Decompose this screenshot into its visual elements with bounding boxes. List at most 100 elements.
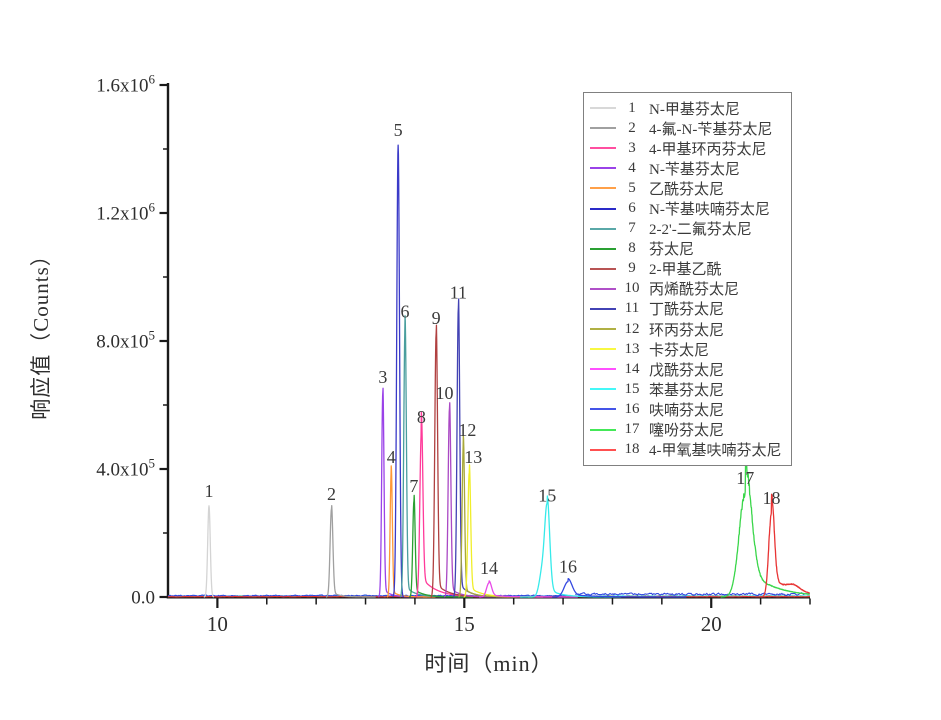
legend-swatch xyxy=(590,207,616,210)
trace-13 xyxy=(463,464,544,598)
legend-swatch xyxy=(590,328,616,331)
peak-label-18: 18 xyxy=(762,488,780,508)
legend-item-label: 4-甲氧基呋喃芬太尼 xyxy=(649,443,782,460)
peak-label-1: 1 xyxy=(204,481,213,501)
legend-swatch xyxy=(590,307,616,310)
trace-4 xyxy=(386,465,436,598)
trace-10 xyxy=(443,402,510,598)
y-tick-label: 1.6x106 xyxy=(96,72,155,97)
legend-item-number: 3 xyxy=(628,139,636,156)
peak-label-15: 15 xyxy=(538,486,556,506)
legend-item: 3 4-甲基环丙芬太尼 xyxy=(590,138,782,158)
legend-swatch xyxy=(590,388,616,391)
peak-label-17: 17 xyxy=(736,468,754,488)
peak-label-13: 13 xyxy=(464,447,482,467)
legend-item: 2 4-氟-N-苄基芬太尼 xyxy=(590,118,782,138)
legend-item: 17 噻吩芬太尼 xyxy=(590,420,782,440)
legend-item: 1 N-甲基芬太尼 xyxy=(590,98,782,118)
legend-item-label: 乙酰芬太尼 xyxy=(649,181,725,198)
x-axis-ticks: 10 15 20 xyxy=(207,598,811,636)
legend-item-label: N-甲基芬太尼 xyxy=(649,101,740,118)
x-tick-label: 10 xyxy=(207,612,228,636)
legend-swatch xyxy=(590,167,616,170)
legend-item-label: 4-氟-N-苄基芬太尼 xyxy=(649,121,773,138)
legend-item-number: 8 xyxy=(628,240,636,257)
legend-item-label: 戊酰芬太尼 xyxy=(649,362,725,379)
trace-18 xyxy=(760,493,811,598)
legend-item-number: 10 xyxy=(624,280,640,297)
peak-label-6: 6 xyxy=(401,302,410,322)
trace-17 xyxy=(720,460,811,598)
peak-label-9: 9 xyxy=(432,308,441,328)
trace-16 xyxy=(551,577,687,598)
legend-swatch xyxy=(590,227,616,230)
legend-swatch xyxy=(590,448,616,451)
legend-item-label: 噻吩芬太尼 xyxy=(649,423,725,440)
legend-item: 11 丁酰芬太尼 xyxy=(590,299,782,319)
trace-7 xyxy=(408,494,474,598)
legend-item-number: 15 xyxy=(624,380,640,397)
peak-label-14: 14 xyxy=(480,558,498,578)
peak-label-5: 5 xyxy=(394,120,403,140)
trace-6 xyxy=(399,315,465,598)
legend-item-label: 呋喃芬太尼 xyxy=(649,402,725,419)
legend-item-label: 4-甲基环丙芬太尼 xyxy=(649,141,767,158)
legend-item-number: 13 xyxy=(624,340,640,357)
legend-item-label: N-苄基芬太尼 xyxy=(649,161,740,178)
legend-swatch xyxy=(590,187,616,190)
legend-item: 9 2-甲基乙酰 xyxy=(590,259,782,279)
trace-1 xyxy=(203,505,215,598)
peak-traces xyxy=(203,144,811,598)
peak-label-2: 2 xyxy=(327,484,336,504)
y-axis-ticks: 0.0 4.0x105 8.0x105 1.2x106 1.6x106 xyxy=(96,72,168,609)
legend-swatch xyxy=(590,127,616,130)
legend-item: 12 环丙芬太尼 xyxy=(590,319,782,339)
peak-label-16: 16 xyxy=(559,557,577,577)
legend-item: 14 戊酰芬太尼 xyxy=(590,359,782,379)
legend-swatch xyxy=(590,428,616,431)
legend-swatch xyxy=(590,287,616,290)
legend-item-label: 苯基芬太尼 xyxy=(649,382,725,399)
peak-label-4: 4 xyxy=(387,447,396,467)
legend-item-number: 9 xyxy=(628,260,636,277)
peak-label-7: 7 xyxy=(409,476,418,496)
legend-item: 8 芬太尼 xyxy=(590,239,782,259)
y-tick-label: 0.0 xyxy=(131,588,155,609)
legend-item-number: 12 xyxy=(624,320,640,337)
y-tick-label: 4.0x105 xyxy=(96,456,155,481)
legend-swatch xyxy=(590,408,616,411)
legend-item-number: 7 xyxy=(628,220,636,237)
peak-label-8: 8 xyxy=(417,407,426,427)
peak-label-10: 10 xyxy=(435,383,453,403)
legend-item-label: 芬太尼 xyxy=(649,242,695,259)
legend-item-number: 2 xyxy=(628,119,636,136)
legend-item: 6 N-苄基呋喃芬太尼 xyxy=(590,198,782,218)
y-tick-label: 8.0x105 xyxy=(96,328,155,353)
legend-swatch xyxy=(590,147,616,150)
legend-item-number: 6 xyxy=(628,200,636,217)
legend-item-number: 4 xyxy=(628,159,636,176)
x-tick-label: 20 xyxy=(701,612,722,636)
legend-item-label: 2-甲基乙酰 xyxy=(649,262,722,279)
legend-item-label: 卡芬太尼 xyxy=(649,342,710,359)
legend-item-number: 18 xyxy=(624,441,640,458)
legend-item-label: N-苄基呋喃芬太尼 xyxy=(649,202,770,219)
legend-item: 15 苯基芬太尼 xyxy=(590,379,782,399)
legend-swatch xyxy=(590,107,616,110)
legend-item: 5 乙酰芬太尼 xyxy=(590,178,782,198)
legend-item-number: 1 xyxy=(628,99,636,116)
y-axis-title: 响应值（Counts） xyxy=(29,244,53,420)
legend-item-label: 丙烯酰芬太尼 xyxy=(649,282,740,299)
peak-label-3: 3 xyxy=(378,367,387,387)
legend-item-label: 丁酰芬太尼 xyxy=(649,302,725,319)
y-tick-label: 1.2x106 xyxy=(96,200,155,225)
x-tick-label: 15 xyxy=(454,612,475,636)
trace-2 xyxy=(325,505,377,598)
legend-item-number: 5 xyxy=(628,179,636,196)
legend-item: 4 N-苄基芬太尼 xyxy=(590,158,782,178)
peak-label-11: 11 xyxy=(450,282,467,302)
legend-item-number: 14 xyxy=(624,360,640,377)
